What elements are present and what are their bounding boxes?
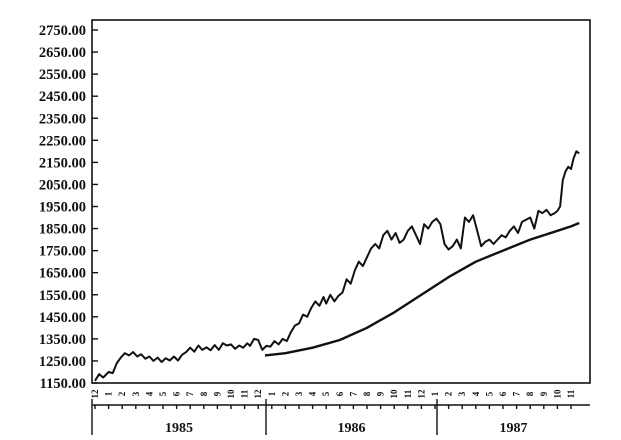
x-tick-label: 11 (240, 389, 250, 398)
y-tick-label: 1150.00 (40, 376, 86, 392)
x-tick-label: 4 (308, 391, 318, 396)
plot-area (91, 19, 591, 384)
x-tick-label: 5 (158, 391, 168, 396)
y-tick-label: 2650.00 (39, 45, 86, 61)
x-tick-label: 3 (131, 391, 141, 396)
x-tick-label: 1 (104, 391, 114, 396)
x-tick-label: 8 (362, 391, 372, 396)
x-axis: 12 1 2 3 4 5 6 7 8 9 10 11 12 1 2 3 4 5 6 7 8 9 10 11 12 1 2 3 4 5 6 7 8… (90, 389, 590, 436)
x-tick-label: 9 (376, 391, 386, 396)
price-series-line (94, 150, 580, 382)
x-tick-label: 7 (185, 391, 195, 396)
y-tick-label: 2150.00 (39, 155, 86, 171)
y-tick-label: 1450.00 (39, 310, 86, 326)
x-tick-label: 10 (389, 389, 399, 399)
y-tick-label: 2750.00 (39, 23, 86, 39)
y-tick-label: 2450.00 (39, 89, 86, 105)
x-tick-label: 9 (212, 391, 222, 396)
x-tick-label: 8 (199, 391, 209, 396)
x-tick-label: 11 (566, 389, 576, 398)
y-tick-label: 1850.00 (39, 222, 86, 238)
x-tick-label: 6 (335, 391, 345, 396)
x-tick-label: 7 (512, 391, 522, 396)
x-tick-label: 2 (280, 391, 290, 396)
year-label: 1985 (165, 421, 193, 436)
x-tick-label: 3 (457, 391, 467, 396)
y-tick-label: 2050.00 (39, 177, 86, 193)
year-label: 1987 (500, 421, 528, 436)
moving-average-line (264, 221, 580, 357)
y-tick-label: 2350.00 (39, 111, 86, 127)
plot-frame (91, 19, 591, 384)
x-tick-label: 11 (403, 389, 413, 398)
x-tick-label: 5 (321, 391, 331, 396)
x-tick-label: 8 (525, 391, 535, 396)
x-tick-label: 10 (226, 389, 236, 399)
y-tick-label: 1750.00 (39, 244, 86, 260)
x-tick-label: 6 (172, 391, 182, 396)
y-tick-label: 1350.00 (39, 332, 86, 348)
x-tick-label: 9 (539, 391, 549, 396)
x-tick-label: 7 (348, 391, 358, 396)
y-tick-label: 2550.00 (39, 67, 86, 83)
x-tick-label: 1 (267, 391, 277, 396)
x-tick-label: 2 (117, 391, 127, 396)
x-tick-label: 6 (498, 391, 508, 396)
x-tick-label: 5 (484, 391, 494, 396)
x-tick-label: 10 (552, 389, 562, 399)
y-tick-label: 1650.00 (39, 266, 86, 282)
y-tick-label: 1250.00 (39, 354, 86, 370)
x-tick-label: 3 (294, 391, 304, 396)
x-tick-label: 12 (90, 389, 100, 399)
x-tick-label: 12 (253, 389, 263, 399)
x-tick-label: 4 (144, 391, 154, 396)
x-tick-label: 4 (471, 391, 481, 396)
x-tick-label: 2 (444, 391, 454, 396)
y-tick-label: 1550.00 (39, 288, 86, 304)
y-axis: 2750.00 2650.00 2550.00 2450.00 2350.00 2250.… (39, 23, 98, 392)
y-tick-label: 1950.00 (39, 200, 86, 216)
x-tick-label: 1 (430, 391, 440, 396)
year-label: 1986 (338, 421, 366, 436)
y-tick-label: 2250.00 (39, 133, 86, 149)
x-tick-label: 12 (416, 389, 426, 399)
